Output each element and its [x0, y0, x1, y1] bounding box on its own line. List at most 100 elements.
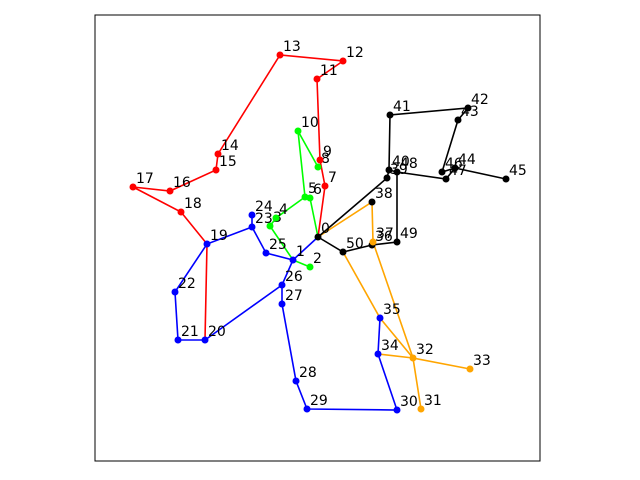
- plot-frame: [94, 14, 541, 462]
- node-label: 48: [400, 156, 418, 172]
- node-label: 13: [283, 39, 301, 55]
- node-label: 28: [299, 365, 317, 381]
- node: [386, 111, 394, 119]
- node: [339, 57, 347, 65]
- node-label: 46: [445, 156, 463, 172]
- node-label: 18: [184, 196, 202, 212]
- node: [174, 336, 182, 344]
- node: [393, 168, 401, 176]
- node: [306, 263, 314, 271]
- node: [438, 168, 446, 176]
- node-label: 17: [136, 171, 154, 187]
- node: [248, 223, 256, 231]
- node: [454, 116, 462, 124]
- node: [262, 249, 270, 257]
- node-label: 2: [313, 251, 322, 267]
- node: [272, 214, 280, 222]
- node: [369, 238, 377, 246]
- node-label: 15: [219, 154, 237, 170]
- node-label: 20: [208, 324, 226, 340]
- node: [266, 222, 274, 230]
- node-label: 43: [461, 104, 479, 120]
- node-label: 44: [458, 152, 476, 168]
- node: [451, 164, 459, 172]
- node-label: 41: [393, 99, 411, 115]
- node: [442, 175, 450, 183]
- node: [292, 377, 300, 385]
- node-label: 30: [400, 394, 418, 410]
- node: [339, 248, 347, 256]
- node-label: 50: [346, 236, 364, 252]
- node: [248, 211, 256, 219]
- node-label: 9: [323, 144, 332, 160]
- node: [393, 406, 401, 414]
- node-label: 47: [449, 163, 467, 179]
- node-label: 38: [375, 186, 393, 202]
- node-label: 0: [321, 221, 330, 237]
- node-label: 49: [400, 226, 418, 242]
- node: [303, 405, 311, 413]
- node: [129, 183, 137, 191]
- node-label: 40: [392, 154, 410, 170]
- node: [214, 150, 222, 158]
- node-label: 25: [269, 237, 287, 253]
- node: [385, 166, 393, 174]
- node-label: 10: [301, 115, 319, 131]
- node: [383, 174, 391, 182]
- node: [278, 281, 286, 289]
- node-label: 16: [173, 175, 191, 191]
- node-label: 8: [321, 151, 330, 167]
- node: [278, 300, 286, 308]
- node-label: 34: [381, 338, 399, 354]
- node-label: 22: [178, 276, 196, 292]
- node-label: 23: [255, 211, 273, 227]
- node: [466, 365, 474, 373]
- node-label: 19: [210, 228, 228, 244]
- node-label: 45: [509, 163, 527, 179]
- node: [502, 175, 510, 183]
- node: [409, 354, 417, 362]
- node-label: 5: [308, 181, 317, 197]
- node-label: 35: [383, 302, 401, 318]
- nodes: 0123456789101112131415161718192021222324…: [129, 39, 527, 414]
- node: [464, 104, 472, 112]
- node-label: 11: [320, 63, 338, 79]
- node-label: 32: [416, 342, 434, 358]
- node: [171, 288, 179, 296]
- node: [313, 75, 321, 83]
- node-label: 33: [473, 353, 491, 369]
- node-label: 4: [279, 202, 288, 218]
- node: [212, 166, 220, 174]
- edge: [342, 251, 422, 410]
- node: [376, 314, 384, 322]
- node-label: 27: [285, 288, 303, 304]
- node: [294, 127, 302, 135]
- node-label: 26: [285, 269, 303, 285]
- edge: [377, 353, 414, 359]
- node: [201, 336, 209, 344]
- node-label: 7: [328, 170, 337, 186]
- node-label: 12: [346, 45, 364, 61]
- node: [203, 240, 211, 248]
- node: [314, 163, 322, 171]
- node-label: 37: [376, 226, 394, 242]
- node: [289, 256, 297, 264]
- node: [166, 187, 174, 195]
- node-label: 6: [313, 182, 322, 198]
- node: [321, 182, 329, 190]
- node-label: 36: [375, 229, 393, 245]
- node-label: 1: [296, 244, 305, 260]
- node: [314, 233, 322, 241]
- node: [316, 156, 324, 164]
- node-label: 24: [255, 199, 273, 215]
- edges: [132, 54, 507, 411]
- node-label: 29: [310, 393, 328, 409]
- node: [276, 51, 284, 59]
- node: [177, 208, 185, 216]
- node: [306, 194, 314, 202]
- node-label: 21: [181, 324, 199, 340]
- node: [374, 350, 382, 358]
- node-label: 42: [471, 92, 489, 108]
- node-label: 14: [221, 138, 239, 154]
